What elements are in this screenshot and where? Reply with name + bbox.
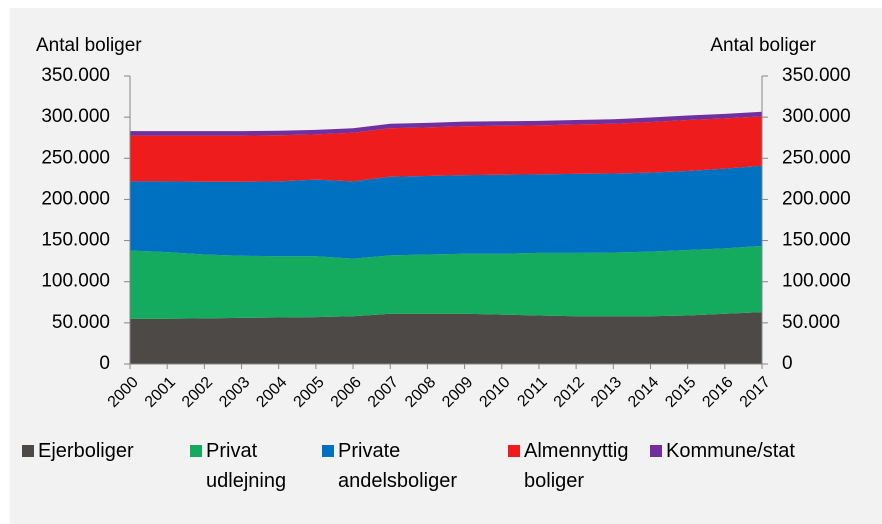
legend-label: Kommune/stat [666, 440, 795, 462]
y-tick-label: 150.000 [41, 230, 110, 251]
area [130, 245, 762, 319]
y-tick-label: 350.000 [41, 65, 110, 86]
legend-item: Almennyttig boliger [508, 436, 664, 496]
x-tick-label: 2003 [216, 374, 253, 411]
legend-item: Private andelsboliger [322, 436, 518, 496]
y-axis-title: Antal boliger [36, 35, 142, 56]
x-tick-label: 2004 [253, 374, 290, 411]
x-tick-label: 2002 [179, 374, 216, 411]
x-tick-label: 2013 [588, 374, 625, 411]
x-tick-label: 2016 [699, 374, 736, 411]
y2-tick-label: 200.000 [782, 188, 851, 209]
x-tick-label: 2014 [625, 374, 662, 411]
legend-swatch [322, 445, 334, 457]
y-tick-label: 300.000 [41, 106, 110, 127]
area [130, 116, 762, 182]
y2-tick-label: 350.000 [782, 65, 851, 86]
x-tick-label: 2006 [328, 374, 365, 411]
legend-item: Ejerboliger [22, 436, 208, 466]
y2-axis-title: Antal boliger [710, 35, 816, 56]
y2-tick-label: 300.000 [782, 106, 851, 127]
x-tick-label: 2011 [514, 374, 550, 410]
x-tick-label: 2015 [662, 374, 699, 411]
legend-swatch [190, 445, 202, 457]
area [130, 312, 762, 364]
y-tick-label: 0 [99, 353, 110, 374]
legend-swatch [22, 445, 34, 457]
legend-label: Almennyttig boliger [524, 440, 629, 492]
y-tick-label: 100.000 [41, 271, 110, 292]
legend-item: Kommune/stat [650, 436, 882, 466]
legend-swatch [508, 445, 520, 457]
y-tick-label: 50.000 [52, 312, 110, 333]
legend-label: Privat udlejning [206, 440, 287, 492]
x-tick-label: 2000 [105, 374, 142, 411]
y2-tick-label: 50.000 [782, 312, 840, 333]
legend-item: Privat udlejning [190, 436, 336, 496]
x-tick-label: 2010 [476, 374, 513, 411]
y2-tick-label: 0 [782, 353, 793, 374]
y2-tick-label: 150.000 [782, 230, 851, 251]
x-tick-label: 2012 [551, 374, 588, 411]
legend-label: Ejerboliger [38, 440, 134, 462]
x-tick-label: 2005 [291, 374, 328, 411]
y-tick-label: 200.000 [41, 188, 110, 209]
legend-label: Private andelsboliger [338, 440, 457, 492]
area [130, 165, 762, 259]
area [130, 111, 762, 136]
x-tick-label: 2009 [439, 374, 476, 411]
y2-tick-label: 100.000 [782, 271, 851, 292]
x-tick-label: 2001 [142, 374, 179, 411]
x-tick-label: 2007 [365, 374, 402, 411]
x-tick-label: 2008 [402, 374, 439, 411]
y2-tick-label: 250.000 [782, 147, 851, 168]
x-tick-label: 2017 [737, 374, 774, 411]
y-tick-label: 250.000 [41, 147, 110, 168]
legend-swatch [650, 445, 662, 457]
